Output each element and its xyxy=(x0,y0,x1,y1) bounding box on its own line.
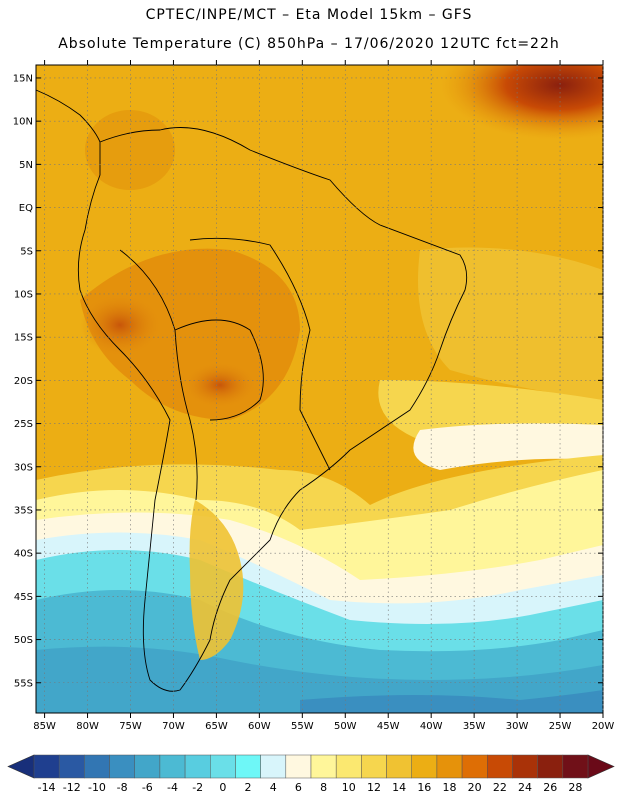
colorbar-swatch xyxy=(260,754,287,779)
colorbar-label: 22 xyxy=(493,781,507,794)
field-patagonia-warm xyxy=(189,500,244,660)
colorbar-label: 14 xyxy=(392,781,406,794)
colorbar-swatch xyxy=(134,754,161,779)
colorbar-label: 16 xyxy=(417,781,431,794)
colorbar-swatch xyxy=(361,754,387,779)
colorbar-swatch xyxy=(285,754,312,779)
colorbar-label: 10 xyxy=(342,781,356,794)
tick-label-lat: 30S xyxy=(14,462,33,473)
tick-label-lat: 45S xyxy=(14,592,33,603)
colorbar-label: 26 xyxy=(543,781,557,794)
tick-label-lon: 75W xyxy=(119,721,142,732)
colorbar-label: -4 xyxy=(167,781,178,794)
coastlines xyxy=(35,89,468,692)
colorbar-label: 20 xyxy=(468,781,482,794)
chart-title-line1: CPTEC/INPE/MCT – Eta Model 15km – GFS xyxy=(145,7,473,23)
colorbar-low-arrow xyxy=(7,754,35,779)
field-atlantic-cream xyxy=(413,423,603,470)
colorbar-label: 4 xyxy=(270,781,277,794)
tick-label-lon: 25W xyxy=(549,721,572,732)
field-atlantic-band xyxy=(418,247,603,400)
colorbar-label: -10 xyxy=(88,781,106,794)
colorbar-swatch xyxy=(335,754,362,779)
colorbar-label: 6 xyxy=(295,781,302,794)
tick-label-lon: 80W xyxy=(76,721,99,732)
tick-label-lon: 70W xyxy=(162,721,185,732)
tick-label-lat: 20S xyxy=(14,376,33,387)
tick-label-lat: 40S xyxy=(14,549,33,560)
tick-label-lon: 60W xyxy=(248,721,271,732)
colorbar-label: -2 xyxy=(192,781,203,794)
colorbar-swatch xyxy=(537,754,564,779)
tick-label-lat: 10S xyxy=(14,289,33,300)
colorbar-label: 0 xyxy=(219,781,226,794)
tick-label-lat: EQ xyxy=(19,203,33,214)
colorbar-label: -6 xyxy=(142,781,153,794)
graticule xyxy=(36,65,604,713)
colorbar-swatch xyxy=(512,754,538,779)
colorbar-swatch xyxy=(310,754,337,779)
chart-title-line2: Absolute Temperature (C) 850hPa – 17/06/… xyxy=(58,36,560,52)
colorbar-swatch xyxy=(436,754,463,779)
colorbar-swatch xyxy=(386,754,412,779)
colorbar-label: 18 xyxy=(443,781,457,794)
colorbar-label: -8 xyxy=(117,781,128,794)
tick-label-lat: 10N xyxy=(13,117,33,128)
tick-label-lat: 5S xyxy=(20,246,33,257)
colorbar-swatch xyxy=(235,754,261,779)
tick-label-lon: 65W xyxy=(205,721,228,732)
colorbar-label: 28 xyxy=(568,781,582,794)
tick-label-lat: 35S xyxy=(14,505,33,516)
colorbar-swatch xyxy=(411,754,438,779)
colorbar-swatch xyxy=(487,754,513,779)
colorbar-swatch xyxy=(210,754,236,779)
tick-label-lat: 15S xyxy=(14,333,33,344)
border-bolivia-paraguay xyxy=(174,319,264,421)
colorbar: -14 -12 -10 -8 -6 -4 -2 0 2 4 6 8 10 12 14 16 18 20 22 24 26… xyxy=(7,754,615,794)
colorbar-swatch xyxy=(562,754,589,779)
tick-label-lon: 50W xyxy=(334,721,357,732)
tick-label-lat: 50S xyxy=(14,635,33,646)
colorbar-label: -12 xyxy=(63,781,81,794)
coastline-central-america xyxy=(35,89,101,143)
tick-label-lon: 40W xyxy=(420,721,443,732)
coastline-south-america xyxy=(77,127,468,692)
colorbar-label: 12 xyxy=(367,781,381,794)
tick-label-lat: 15N xyxy=(13,73,33,84)
colorbar-swatch xyxy=(461,754,488,779)
colorbar-swatch xyxy=(184,754,211,779)
tick-label-lat: 5N xyxy=(19,160,33,171)
border-andes xyxy=(119,249,198,501)
tick-label-lon: 30W xyxy=(506,721,529,732)
colorbar-swatch xyxy=(159,754,186,779)
border-brazil xyxy=(189,237,331,471)
tick-label-lon: 20W xyxy=(592,721,615,732)
colorbar-high-arrow xyxy=(587,754,615,779)
colorbar-swatch xyxy=(33,754,60,779)
axis-ticks: 85W 80W 75W 70W 65W 60W 55W 50W 45W 40W 35W 30W 25W 2… xyxy=(13,60,615,732)
temperature-field xyxy=(36,65,603,713)
tick-label-lon: 35W xyxy=(463,721,486,732)
tick-label-lat: 25S xyxy=(14,419,33,430)
tick-label-lat: 55S xyxy=(14,678,33,689)
colorbar-swatch xyxy=(84,754,110,779)
field-chaco-warm xyxy=(185,363,255,407)
colorbar-label: 2 xyxy=(245,781,252,794)
colorbar-label: -14 xyxy=(38,781,56,794)
field-hot-northeast xyxy=(440,65,603,140)
colorbar-label: 24 xyxy=(518,781,532,794)
colorbar-swatch xyxy=(109,754,135,779)
tick-label-lon: 85W xyxy=(33,721,56,732)
colorbar-swatch xyxy=(58,754,85,779)
field-south-blue3 xyxy=(300,690,603,713)
field-andes-warm xyxy=(80,295,160,355)
tick-label-lon: 45W xyxy=(377,721,400,732)
tick-label-lon: 55W xyxy=(291,721,314,732)
colorbar-label: 8 xyxy=(320,781,327,794)
